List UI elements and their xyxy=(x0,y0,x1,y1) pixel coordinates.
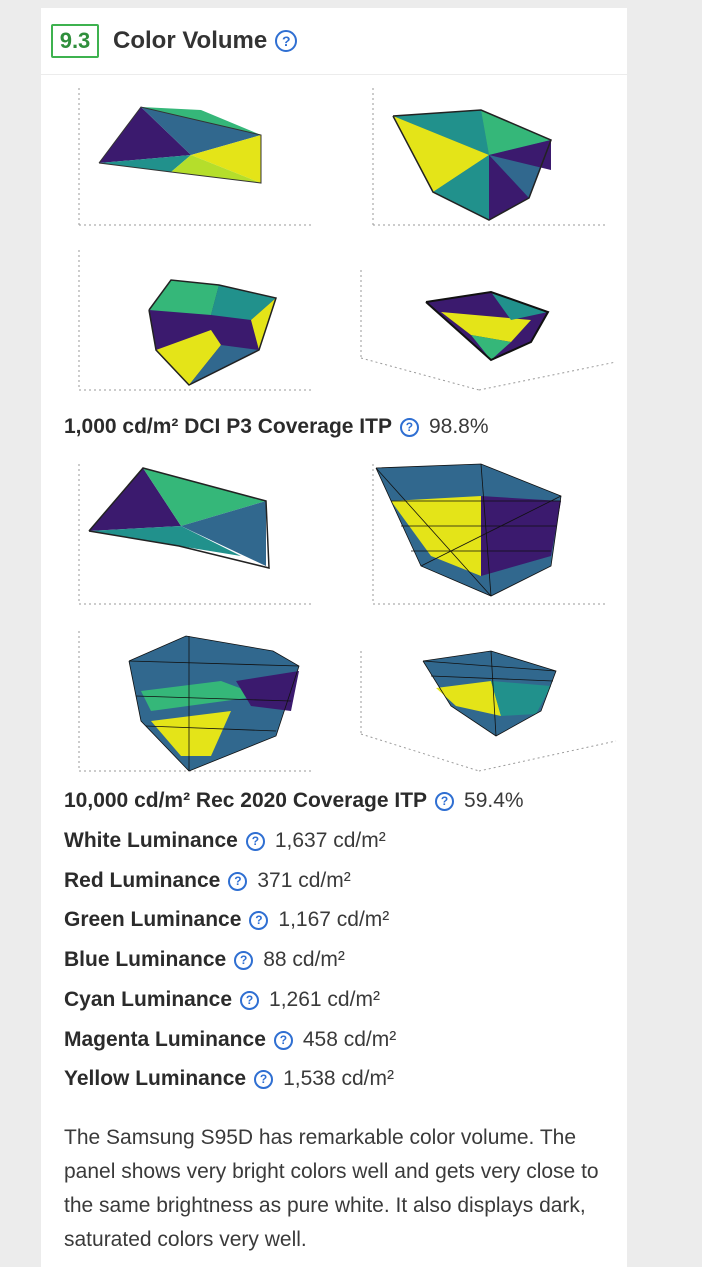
metric-value: 458 cd/m² xyxy=(302,1028,397,1051)
metric-label: Blue Luminance xyxy=(64,948,227,971)
help-icon[interactable]: ? xyxy=(435,791,455,811)
metric-row-green-luminance: Green Luminance ? 1,167 cd/m² xyxy=(64,907,389,933)
help-icon[interactable]: ? xyxy=(254,1069,274,1089)
plot-projection-front xyxy=(78,250,311,391)
help-icon[interactable]: ? xyxy=(399,417,419,437)
metric-value: 98.8% xyxy=(428,415,489,438)
plot-projection-side xyxy=(372,463,606,605)
metric-label: Green Luminance xyxy=(64,908,242,931)
plot-projection-side xyxy=(372,88,606,226)
dci-p3-volume-plots xyxy=(61,80,621,405)
rec-2020-volume-plots xyxy=(61,456,621,786)
metric-label: Cyan Luminance xyxy=(64,988,233,1011)
metric-row-dci-p3: 1,000 cd/m² DCI P3 Coverage ITP ? 98.8% xyxy=(64,414,489,440)
metric-row-rec-2020: 10,000 cd/m² Rec 2020 Coverage ITP ? 59.… xyxy=(64,788,524,814)
help-icon[interactable]: ? xyxy=(273,1030,293,1050)
help-icon[interactable]: ? xyxy=(228,871,248,891)
help-icon[interactable]: ? xyxy=(240,990,260,1010)
section-header: 9.3 Color Volume ? xyxy=(41,8,627,75)
metric-label: White Luminance xyxy=(64,829,238,852)
metric-row-blue-luminance: Blue Luminance ? 88 cd/m² xyxy=(64,947,345,973)
section-number-badge: 9.3 xyxy=(51,24,99,58)
help-icon[interactable]: ? xyxy=(275,30,298,52)
metric-label: Red Luminance xyxy=(64,869,221,892)
metric-value: 59.4% xyxy=(464,789,524,812)
metric-row-yellow-luminance: Yellow Luminance ? 1,538 cd/m² xyxy=(64,1066,394,1092)
metric-value: 88 cd/m² xyxy=(263,948,345,971)
metric-value: 1,538 cd/m² xyxy=(283,1067,394,1090)
help-icon[interactable]: ? xyxy=(245,831,265,851)
section-title: Color Volume xyxy=(113,27,268,54)
plot-projection-front xyxy=(78,631,311,772)
metric-value: 1,637 cd/m² xyxy=(274,829,386,852)
metric-row-white-luminance: White Luminance ? 1,637 cd/m² xyxy=(64,828,386,854)
plot-projection-top xyxy=(78,464,311,605)
metric-label: Magenta Luminance xyxy=(64,1028,266,1051)
plot-projection-perspective xyxy=(360,650,617,772)
metric-label: 1,000 cd/m² DCI P3 Coverage ITP xyxy=(64,415,392,438)
metric-value: 1,167 cd/m² xyxy=(278,908,390,931)
metric-value: 1,261 cd/m² xyxy=(269,988,380,1011)
color-volume-card: 9.3 Color Volume ? xyxy=(41,8,627,1267)
help-icon[interactable]: ? xyxy=(234,950,254,970)
metric-row-red-luminance: Red Luminance ? 371 cd/m² xyxy=(64,868,351,894)
metric-row-magenta-luminance: Magenta Luminance ? 458 cd/m² xyxy=(64,1027,396,1053)
metric-label: 10,000 cd/m² Rec 2020 Coverage ITP xyxy=(64,789,428,812)
description-text: The Samsung S95D has remarkable color vo… xyxy=(64,1126,599,1251)
plot-projection-perspective xyxy=(360,270,617,391)
help-icon[interactable]: ? xyxy=(249,910,269,930)
metric-value: 371 cd/m² xyxy=(257,869,351,892)
metric-label: Yellow Luminance xyxy=(64,1067,247,1090)
metric-row-cyan-luminance: Cyan Luminance ? 1,261 cd/m² xyxy=(64,987,380,1013)
plot-projection-top xyxy=(78,88,311,226)
